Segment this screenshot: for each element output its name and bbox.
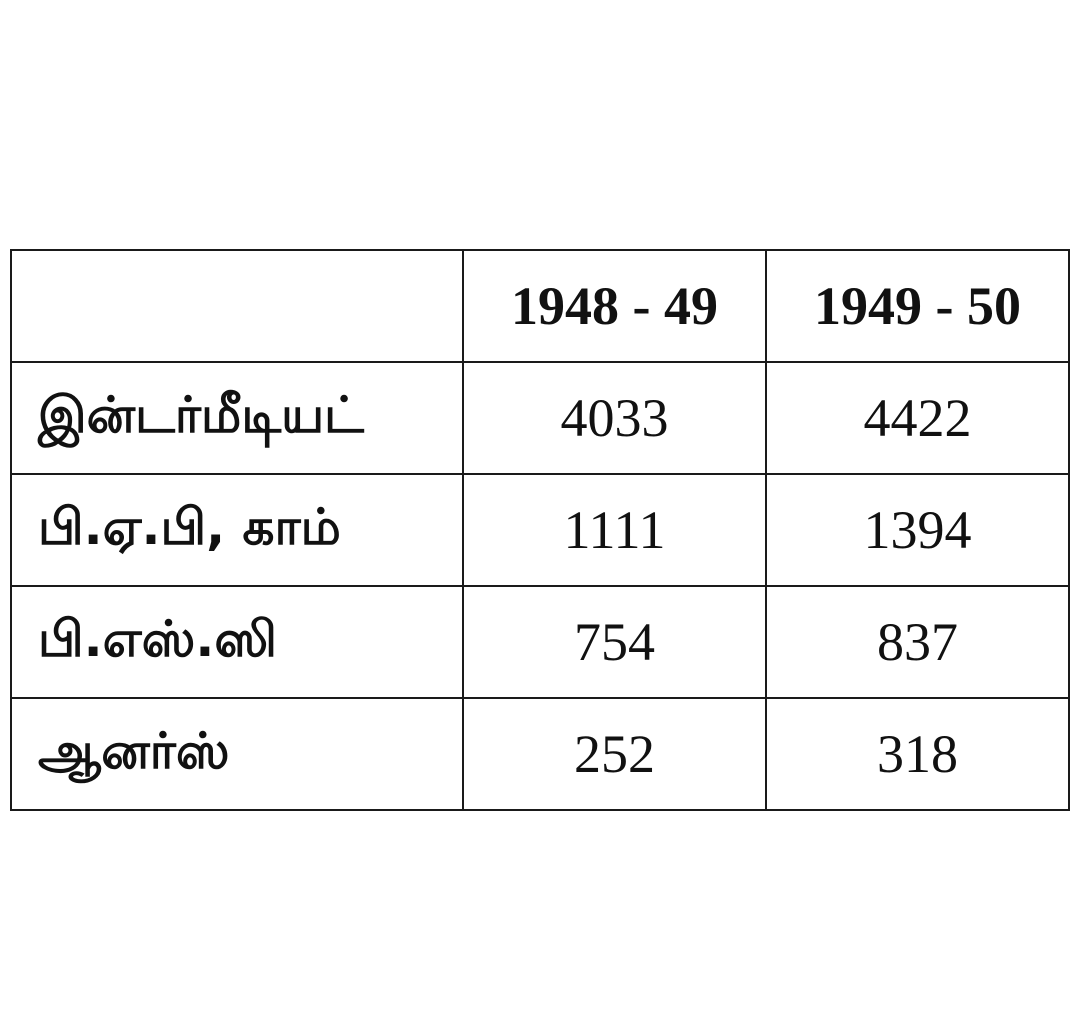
table-cell: 252 [462,697,767,811]
table-row: இன்டர்மீடியட் 4033 4422 [10,361,1070,475]
table-cell: 754 [462,585,767,699]
header-year-1948-49: 1948 - 49 [462,249,767,363]
table-row: பி.ஏ.பி, காம் 1111 1394 [10,473,1070,587]
table-cell: 4422 [765,361,1070,475]
table-cell: 1394 [765,473,1070,587]
table-header-row: 1948 - 49 1949 - 50 [10,249,1070,363]
table-row: பி.எஸ்.ஸி 754 837 [10,585,1070,699]
row-label: பி.எஸ்.ஸி [10,585,464,699]
row-label: பி.ஏ.பி, காம் [10,473,464,587]
table-row: ஆனர்ஸ் 252 318 [10,697,1070,811]
table-cell: 1111 [462,473,767,587]
table-cell: 837 [765,585,1070,699]
row-label: ஆனர்ஸ் [10,697,464,811]
header-empty-cell [10,249,464,363]
enrollment-table: 1948 - 49 1949 - 50 இன்டர்மீடியட் 4033 4… [10,249,1070,811]
table-cell: 4033 [462,361,767,475]
table-cell: 318 [765,697,1070,811]
row-label: இன்டர்மீடியட் [10,361,464,475]
header-year-1949-50: 1949 - 50 [765,249,1070,363]
